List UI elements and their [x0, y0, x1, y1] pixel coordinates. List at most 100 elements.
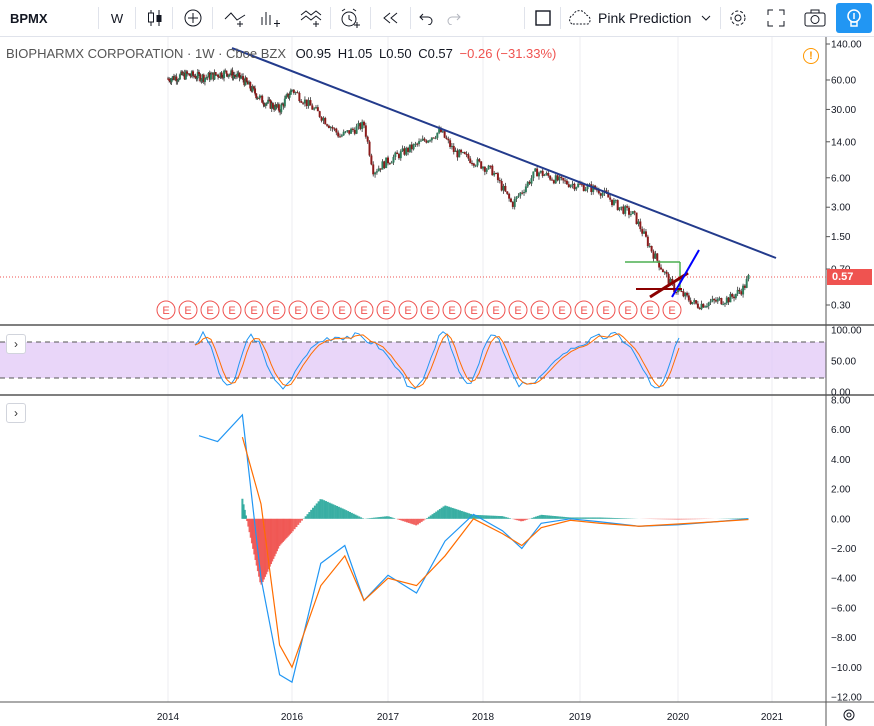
- candle-body: [612, 200, 615, 206]
- expand-pane-button[interactable]: ›: [6, 334, 26, 354]
- fullscreen-icon[interactable]: [764, 0, 788, 36]
- replay-icon[interactable]: [376, 0, 404, 36]
- year-tick-label: 2016: [281, 712, 304, 723]
- price-tick-label: 140.00: [831, 40, 862, 51]
- earnings-marker[interactable]: E: [508, 300, 528, 320]
- earnings-marker[interactable]: E: [530, 300, 550, 320]
- candle-body: [226, 73, 229, 77]
- candle-body: [176, 80, 179, 82]
- axis-labels: 140.0060.0030.0014.006.003.001.500.700.3…: [157, 40, 862, 724]
- interval-button[interactable]: W: [110, 10, 124, 26]
- earnings-marker[interactable]: E: [398, 300, 418, 320]
- candles-icon[interactable]: [142, 0, 168, 36]
- stochastic-lines: [194, 330, 680, 390]
- earnings-marker[interactable]: E: [662, 300, 682, 320]
- svg-text:E: E: [316, 305, 323, 317]
- templates-icon[interactable]: [296, 0, 326, 36]
- candle-body: [467, 154, 470, 159]
- chart-canvas[interactable]: E E E E E E E E E E E E E E E E E E E E E E E E 140.00 60.00 30.0…: [0, 37, 874, 726]
- macd-histogram-bar: [324, 501, 327, 519]
- macd-histogram-bar: [350, 512, 353, 519]
- macd-histogram-bar: [570, 517, 573, 519]
- macd-histogram-bar: [274, 518, 277, 554]
- cloud-icon: [569, 10, 591, 25]
- candle-body: [696, 303, 699, 308]
- candle-body: [279, 110, 282, 113]
- macd-histogram-bar: [611, 517, 614, 519]
- macd-histogram-bar: [374, 517, 377, 519]
- macd-tick-label: −6.00: [831, 603, 857, 614]
- macd-histogram-bar: [297, 518, 300, 525]
- axis-gear-icon[interactable]: [843, 709, 855, 721]
- earnings-marker[interactable]: E: [420, 300, 440, 320]
- blue-arrow[interactable]: [671, 249, 700, 298]
- earnings-marker[interactable]: E: [266, 300, 286, 320]
- earnings-marker[interactable]: E: [244, 300, 264, 320]
- alarm-clock-icon[interactable]: [336, 0, 364, 36]
- macd-histogram-bar: [433, 512, 436, 519]
- macd-histogram-bar: [479, 515, 482, 519]
- earnings-marker[interactable]: E: [376, 300, 396, 320]
- earnings-marker[interactable]: E: [178, 300, 198, 320]
- earnings-marker[interactable]: E: [464, 300, 484, 320]
- camera-icon[interactable]: [802, 0, 828, 36]
- macd-histogram-bar: [389, 516, 392, 519]
- macd-histogram-bar: [553, 516, 556, 519]
- earnings-marker[interactable]: E: [618, 300, 638, 320]
- macd-histogram-bar: [319, 499, 322, 519]
- macd-histogram-bar: [457, 509, 460, 519]
- candle-body: [392, 156, 395, 163]
- candle-body: [454, 150, 457, 152]
- earnings-marker[interactable]: E: [332, 300, 352, 320]
- red-arrow[interactable]: [649, 271, 689, 299]
- macd-histogram-bar: [521, 518, 524, 522]
- macd-histogram-bar: [453, 508, 456, 519]
- candle-body: [469, 158, 472, 164]
- redo-icon[interactable]: [442, 0, 466, 36]
- macd-histogram-bar: [384, 516, 387, 519]
- svg-text:E: E: [448, 305, 455, 317]
- candle-body: [206, 77, 209, 79]
- compare-icon[interactable]: [220, 0, 250, 36]
- macd-histogram-bar: [501, 516, 504, 519]
- indicators-icon[interactable]: [256, 0, 286, 36]
- warning-icon[interactable]: !: [803, 48, 819, 64]
- symbol-search[interactable]: BPMX: [10, 10, 48, 26]
- signal-line: [241, 436, 749, 669]
- earnings-marker[interactable]: E: [222, 300, 242, 320]
- layout-selector[interactable]: Pink Prediction: [566, 0, 716, 36]
- undo-icon[interactable]: [414, 0, 438, 36]
- candle-body: [736, 289, 739, 294]
- gear-icon[interactable]: [726, 0, 750, 36]
- candle-body: [189, 75, 192, 77]
- earnings-marker[interactable]: E: [200, 300, 220, 320]
- earnings-marker[interactable]: E: [486, 300, 506, 320]
- macd-histogram-bar: [514, 518, 517, 520]
- earnings-marker[interactable]: E: [310, 300, 330, 320]
- candle-body: [552, 180, 555, 184]
- macd-histogram-bar: [253, 518, 256, 555]
- expand-pane-button[interactable]: ›: [6, 403, 26, 423]
- macd-histogram-bar: [400, 518, 403, 521]
- earnings-marker[interactable]: E: [288, 300, 308, 320]
- macd-histogram-bar: [506, 517, 509, 519]
- candle-body: [687, 295, 690, 301]
- earnings-marker[interactable]: E: [640, 300, 660, 320]
- plus-circle-icon[interactable]: [180, 0, 206, 36]
- last-price-tag: 0.57: [827, 269, 872, 285]
- earnings-marker[interactable]: E: [596, 300, 616, 320]
- macd-histogram-bar: [592, 517, 595, 519]
- macd-histogram-bar: [268, 518, 271, 567]
- lightbulb-icon[interactable]: [836, 3, 872, 33]
- earnings-marker[interactable]: E: [442, 300, 462, 320]
- earnings-marker[interactable]: E: [354, 300, 374, 320]
- trendline[interactable]: [231, 47, 777, 259]
- macd-histogram-bar: [348, 511, 351, 519]
- earnings-marker[interactable]: E: [552, 300, 572, 320]
- square-icon[interactable]: [532, 0, 554, 36]
- candle-body: [374, 172, 377, 175]
- earnings-marker[interactable]: E: [156, 300, 176, 320]
- earnings-marker[interactable]: E: [574, 300, 594, 320]
- macd-histogram-bar: [337, 506, 340, 519]
- candle-body: [370, 155, 373, 165]
